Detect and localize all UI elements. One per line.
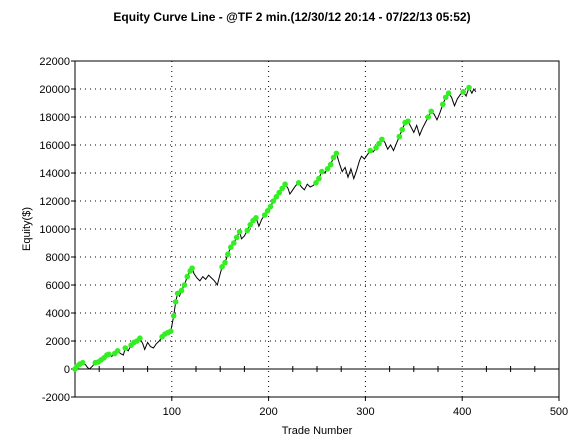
new-high-marker (137, 335, 143, 342)
y-tick-label: 18000 (39, 112, 70, 124)
new-high-marker (367, 147, 374, 154)
y-tick-label: 4000 (46, 308, 70, 320)
new-high-marker (189, 265, 195, 272)
new-high-marker (253, 215, 259, 221)
new-high-marker (122, 345, 129, 351)
new-high-marker (440, 101, 446, 108)
new-high-marker (460, 89, 467, 95)
new-high-marker (466, 84, 472, 91)
equity-line (74, 86, 477, 370)
x-tick-label: 400 (453, 406, 471, 418)
x-tick-label: 300 (356, 406, 374, 418)
y-tick-label: 2000 (46, 336, 70, 348)
new-high-marker (168, 328, 174, 335)
y-tick-label: -2000 (42, 392, 70, 404)
new-high-marker (267, 203, 274, 210)
y-tick-label: 20000 (39, 84, 70, 96)
x-tick-label: 100 (163, 406, 181, 418)
new-high-marker (174, 290, 181, 297)
y-tick-label: 16000 (39, 140, 70, 152)
new-high-marker (405, 118, 411, 124)
new-high-marker (327, 161, 334, 168)
plot-area (74, 60, 560, 398)
x-axis-label: Trade Number (282, 425, 353, 437)
new-high-marker (181, 282, 188, 288)
series-layer (72, 84, 477, 372)
new-high-marker (330, 154, 337, 161)
new-high-marker (282, 181, 288, 187)
new-high-marker (333, 150, 340, 157)
new-high-marker (376, 140, 382, 147)
new-high-marker (228, 244, 234, 250)
chart-title: Equity Curve Line - @TF 2 min.(12/30/12 … (113, 10, 470, 24)
new-high-marker (373, 145, 379, 151)
new-high-marker (295, 180, 302, 186)
new-high-marker (222, 259, 228, 266)
new-high-marker (225, 251, 231, 257)
axis-ticks: -2000 0 2000 4000 6000 8000 10000 12000 14000 160… (39, 56, 568, 418)
new-high-marker (313, 180, 319, 186)
new-high-marker (276, 189, 283, 196)
new-high-marker (233, 234, 240, 241)
y-tick-label: 14000 (39, 168, 70, 180)
y-tick-label: 0 (64, 364, 70, 376)
y-tick-label: 8000 (46, 252, 70, 264)
new-high-marker (261, 212, 268, 218)
new-high-marker (184, 273, 191, 280)
y-tick-label: 6000 (46, 280, 70, 292)
new-high-marker (445, 90, 452, 96)
new-high-marker (231, 240, 237, 246)
new-high-marker (244, 227, 251, 234)
x-tick-label: 200 (259, 406, 277, 418)
y-tick-label: 22000 (39, 56, 70, 68)
new-high-marker (425, 114, 432, 120)
new-high-marker (236, 229, 243, 235)
grid (75, 61, 559, 397)
new-high-marker (399, 126, 406, 133)
new-high-marker (79, 359, 86, 366)
x-tick-label: 500 (550, 406, 568, 418)
new-high-marker (114, 348, 121, 354)
new-high-marker (396, 133, 403, 140)
new-high-marker (316, 175, 322, 182)
new-high-marker (270, 198, 277, 204)
y-axis-label: Equity($) (21, 207, 33, 251)
y-tick-label: 12000 (39, 196, 70, 208)
new-high-marker (219, 264, 225, 270)
new-high-marker (264, 208, 271, 214)
new-high-marker (319, 168, 325, 175)
new-high-marker (428, 108, 435, 115)
new-high-marker (379, 136, 385, 143)
new-high-marker (106, 351, 112, 358)
new-high-marker (279, 185, 286, 192)
y-tick-label: 10000 (39, 224, 70, 236)
new-high-marker (170, 313, 177, 319)
new-high-marker (247, 222, 253, 228)
new-high-marker (324, 166, 331, 172)
new-high-marker (273, 194, 280, 200)
new-high-marker (442, 94, 449, 101)
new-high-marker (172, 299, 179, 305)
new-high-marker (178, 287, 185, 294)
